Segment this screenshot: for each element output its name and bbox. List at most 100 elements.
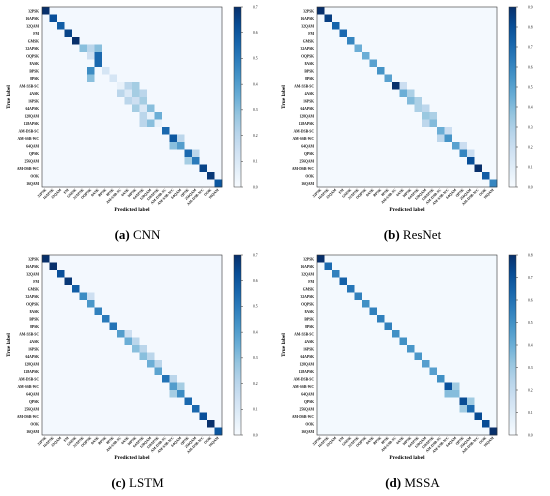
- x-tick-label: 8ASK: [365, 188, 375, 198]
- heatmap-cell: [124, 262, 133, 271]
- heatmap-cell: [132, 59, 140, 68]
- x-tick-label: QPSK: [455, 188, 465, 198]
- heatmap-cell: [184, 352, 193, 361]
- heatmap-cell: [332, 397, 340, 406]
- heatmap-cell: [132, 420, 140, 428]
- heatmap-cell: [102, 337, 110, 346]
- heatmap-cell: [64, 7, 73, 15]
- heatmap-cell: [324, 74, 333, 83]
- heatmap-cell: [407, 134, 415, 143]
- heatmap-cell: [429, 352, 438, 361]
- heatmap-cell: [392, 142, 400, 150]
- heatmap-cell: [139, 360, 148, 368]
- heatmap-cell: [354, 337, 363, 346]
- colorbar-tick-label: 0.7: [528, 276, 533, 280]
- heatmap-cell: [124, 179, 133, 188]
- heatmap-cell: [377, 405, 385, 413]
- heatmap-cell: [437, 119, 445, 128]
- heatmap-cell: [184, 104, 193, 113]
- heatmap-cell: [57, 270, 65, 278]
- heatmap-cell: [399, 285, 408, 293]
- heatmap-cell: [184, 255, 193, 263]
- heatmap-cell: [169, 330, 178, 338]
- heatmap-cell: [214, 420, 223, 428]
- heatmap-cell: [452, 97, 460, 105]
- heatmap-cell: [377, 315, 385, 323]
- heatmap-cell: [369, 330, 378, 338]
- heatmap-cell: [369, 292, 378, 301]
- heatmap-cell: [117, 104, 125, 113]
- x-tick-label: 4ASK: [120, 436, 130, 446]
- heatmap-cell: [49, 157, 58, 165]
- heatmap-cell: [399, 22, 408, 30]
- heatmap-cell: [362, 157, 370, 165]
- y-tick-label: 128APSK: [299, 370, 314, 374]
- heatmap-cell: [474, 112, 483, 120]
- heatmap-cell: [429, 277, 438, 286]
- heatmap-cell: [199, 97, 208, 105]
- heatmap-cell: [42, 345, 50, 353]
- heatmap-cell: [489, 420, 498, 428]
- heatmap-cell: [42, 37, 50, 45]
- heatmap-cell: [49, 44, 58, 53]
- heatmap-cell: [177, 157, 185, 165]
- heatmap-cell: [384, 397, 393, 406]
- heatmap-cell: [414, 172, 423, 180]
- heatmap-cell: [459, 277, 468, 286]
- heatmap-cell: [199, 82, 208, 90]
- heatmap-cell: [42, 134, 50, 143]
- heatmap-cell: [154, 427, 163, 436]
- heatmap-cell: [199, 300, 208, 308]
- heatmap-cell: [147, 285, 155, 293]
- colorbar-tick-label: 0.5: [253, 57, 258, 61]
- heatmap-cell: [199, 360, 208, 368]
- heatmap-cell: [377, 52, 385, 60]
- heatmap-cell: [407, 300, 415, 308]
- heatmap-cell: [474, 7, 483, 15]
- heatmap-cell: [392, 164, 400, 173]
- x-tick-label: BPSK: [98, 188, 108, 198]
- heatmap-cell: [482, 360, 490, 368]
- heatmap-cell: [207, 405, 215, 413]
- heatmap-cell: [384, 29, 393, 38]
- heatmap-cell: [147, 307, 155, 316]
- heatmap-cell: [94, 119, 103, 128]
- heatmap-cell: [102, 74, 110, 83]
- heatmap-cell: [147, 134, 155, 143]
- heatmap-cell: [109, 134, 118, 143]
- heatmap-cell: [347, 112, 355, 120]
- heatmap-cell: [429, 382, 438, 391]
- heatmap-cell: [102, 172, 110, 180]
- heatmap-cell: [332, 375, 340, 383]
- heatmap-cell: [467, 262, 475, 271]
- heatmap-cell: [362, 352, 370, 361]
- y-tick-label: 8ASK: [30, 310, 40, 314]
- heatmap-cell: [214, 157, 223, 165]
- heatmap-cell: [354, 37, 363, 45]
- heatmap-cell: [437, 142, 445, 150]
- heatmap-cell: [132, 405, 140, 413]
- heatmap-cell: [452, 300, 460, 308]
- heatmap-cell: [184, 119, 193, 128]
- heatmap-cell: [437, 97, 445, 105]
- heatmap-cell: [147, 352, 155, 361]
- colorbar-tick-label: 0.7: [528, 45, 533, 49]
- heatmap-cell: [117, 367, 125, 376]
- heatmap-cell: [124, 157, 133, 165]
- heatmap-cell: [384, 375, 393, 383]
- heatmap-cell: [317, 97, 325, 105]
- heatmap-cell: [384, 134, 393, 143]
- heatmap-cell: [162, 345, 170, 353]
- x-tick-label: GMSK: [341, 436, 352, 447]
- heatmap-cell: [192, 97, 200, 105]
- heatmap-cell: [177, 44, 185, 53]
- heatmap-cell: [452, 360, 460, 368]
- heatmap-cell: [489, 277, 498, 286]
- heatmap-cell: [124, 67, 133, 75]
- heatmap-cell: [57, 74, 65, 83]
- heatmap-cell: [109, 375, 118, 383]
- heatmap-cell: [474, 44, 483, 53]
- x-tick-label: GMSK: [66, 436, 77, 447]
- heatmap-cell: [369, 172, 378, 180]
- heatmap-cell: [124, 127, 133, 135]
